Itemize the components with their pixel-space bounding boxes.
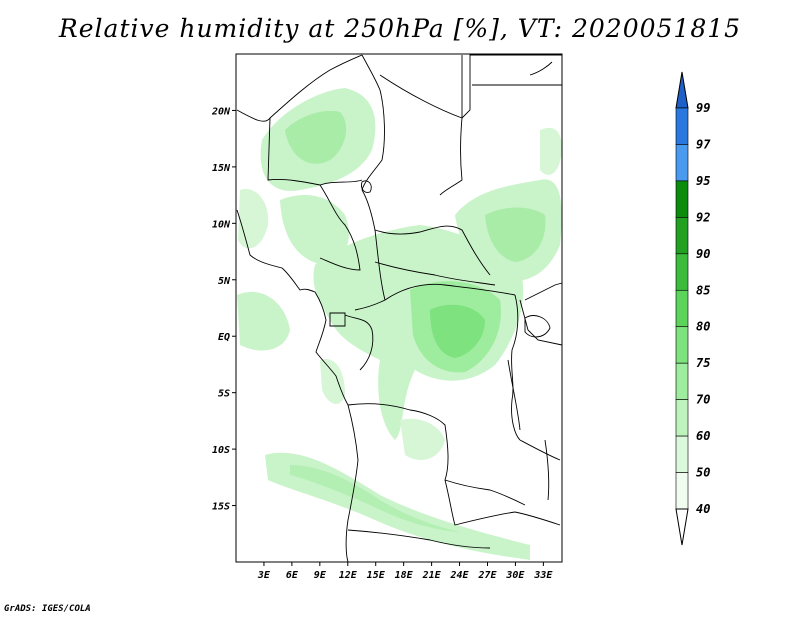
lat-tick-label: 5N	[218, 276, 231, 287]
border-angola-south	[347, 529, 491, 549]
border-drc-east	[511, 294, 521, 441]
border-drc-north	[384, 283, 516, 301]
map-frame	[235, 53, 563, 563]
lon-tick-label: 18E	[395, 570, 414, 581]
lake-malawi	[544, 439, 550, 501]
colorbar-label: 97	[696, 137, 711, 151]
border-mozambique	[514, 511, 561, 526]
border-tanzania	[519, 439, 561, 461]
lon-tick-label: 6E	[286, 570, 299, 581]
lon-tick-label: 27E	[477, 570, 497, 581]
border-chad-west	[267, 117, 363, 186]
border-niger-nigeria	[361, 54, 385, 191]
colorbar-box	[675, 362, 689, 400]
country-borders	[236, 54, 563, 563]
humidity-area-northeast	[540, 127, 562, 175]
colorbar-box	[675, 180, 689, 218]
colorbar-label: 92	[696, 210, 710, 224]
border-ethiopia	[524, 282, 563, 301]
lat-tick-label: 5S	[218, 389, 230, 400]
humidity-area-sahel-core	[285, 110, 347, 164]
colorbar-box	[675, 472, 689, 510]
colorbar: 99 97 95 92 90 85 80 75 70 60 50 40	[675, 71, 711, 546]
lake-chad	[361, 180, 372, 193]
colorbar-top-arrow	[675, 71, 689, 109]
colorbar-box	[675, 435, 689, 473]
colorbar-bottom-arrow	[675, 508, 689, 546]
lat-tick-label: EQ	[218, 332, 230, 343]
colorbar-label: 40	[696, 502, 710, 516]
border-zambia	[444, 479, 516, 526]
latitude-axis: 20N 15N 10N 5N EQ 5S 10S 15S	[211, 106, 236, 513]
colorbar-label: 99	[696, 101, 710, 115]
humidity-area-band-south2	[400, 418, 445, 460]
coastline-west	[236, 209, 359, 563]
lat-tick-label: 10N	[212, 219, 231, 230]
border-sahel-north	[236, 54, 363, 122]
red-sea-coast	[529, 61, 553, 76]
lon-tick-label: 15E	[367, 570, 386, 581]
colorbar-label: 90	[696, 247, 710, 261]
lat-tick-label: 10S	[212, 445, 230, 456]
colorbar-box	[675, 144, 689, 182]
colorbar-label: 50	[696, 466, 710, 480]
humidity-area-westcoast	[238, 189, 269, 249]
border-car-north	[374, 225, 491, 276]
humidity-shading	[237, 88, 562, 560]
humidity-area-band-south-core	[290, 465, 460, 532]
lat-tick-label: 15S	[212, 502, 230, 513]
colorbar-label: 95	[696, 174, 710, 188]
border-cameroon	[354, 189, 386, 311]
colorbar-box	[675, 289, 689, 328]
lake-tanganyika	[507, 359, 521, 431]
humidity-area-central-inner	[430, 304, 485, 358]
colorbar-label: 80	[696, 320, 710, 334]
lon-tick-label: 3E	[257, 570, 271, 581]
colorbar-box	[675, 253, 689, 291]
colorbar-box	[675, 326, 689, 364]
border-libya-chad	[379, 74, 463, 119]
colorbar-label: 70	[696, 393, 710, 407]
lon-tick-label: 30E	[505, 570, 525, 581]
colorbar-label: 85	[696, 283, 710, 297]
lon-tick-label: 24E	[450, 570, 470, 581]
border-sudan-east	[461, 54, 562, 119]
colorbar-label: 60	[696, 429, 710, 443]
longitude-axis: 3E 6E 9E 12E 15E 18E 21E 24E 27E 30E 33E	[257, 562, 553, 581]
border-congo	[344, 314, 374, 371]
lat-tick-label: 20N	[211, 106, 231, 117]
grads-credit: GrADS: IGES/COLA	[4, 604, 91, 614]
lon-tick-label: 9E	[314, 570, 327, 581]
border-sudan-west	[439, 55, 463, 196]
lon-tick-label: 33E	[533, 570, 553, 581]
border-nigeria-cameroon	[319, 184, 361, 271]
colorbar-box	[675, 217, 689, 255]
border-kenya	[519, 299, 563, 346]
humidity-area-coast-southwest	[320, 359, 345, 405]
colorbar-box	[675, 399, 689, 437]
lake-victoria	[524, 315, 551, 338]
border-drc-south	[347, 403, 526, 506]
border-car-south	[374, 261, 496, 286]
colorbar-label: 75	[696, 356, 710, 370]
humidity-area-cameroon	[280, 195, 349, 265]
map-title: Relative humidity at 250hPa [%], VT: 202…	[58, 14, 742, 43]
lon-tick-label: 21E	[422, 570, 442, 581]
border-small-box	[329, 312, 346, 327]
lon-tick-label: 12E	[339, 570, 358, 581]
lat-tick-label: 15N	[212, 163, 231, 174]
humidity-area-east-core	[485, 207, 546, 262]
humidity-area-gulf	[237, 291, 290, 351]
colorbar-box	[675, 107, 689, 145]
